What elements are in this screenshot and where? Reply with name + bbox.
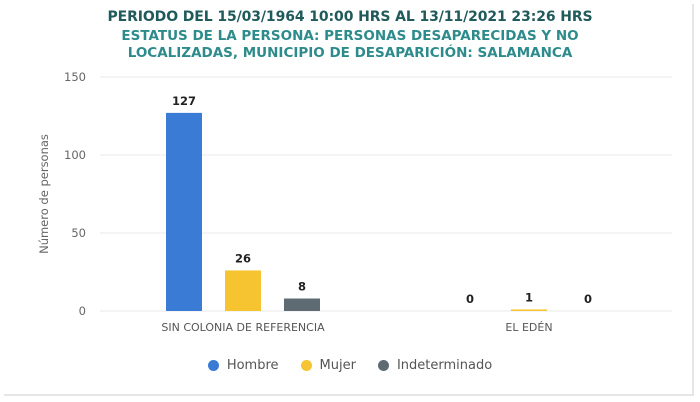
legend-swatch-mujer xyxy=(300,360,312,371)
chart-title: PERIODO DEL 15/03/1964 10:00 HRS AL 13/1… xyxy=(107,9,593,25)
data-label: 0 xyxy=(584,292,592,306)
data-label: 8 xyxy=(298,280,306,294)
y-tick-label: 100 xyxy=(64,148,86,162)
y-tick-label: 0 xyxy=(79,304,86,318)
chart-subtitle-line1: ESTATUS DE LA PERSONA: PERSONAS DESAPARE… xyxy=(121,28,579,44)
y-axis-label: Número de personas xyxy=(37,134,51,254)
bar-mujer-2 xyxy=(511,309,547,311)
x-tick-label: SIN COLONIA DE REFERENCIA xyxy=(161,321,325,334)
legend-label-indeterminado: Indeterminado xyxy=(396,358,493,373)
data-label: 127 xyxy=(172,94,196,108)
legend-swatch-indeterminado xyxy=(377,360,389,371)
legend: Hombre Mujer Indeterminado xyxy=(0,358,700,373)
y-tick-label: 50 xyxy=(71,226,86,240)
legend-label-mujer: Mujer xyxy=(319,358,356,373)
legend-item-mujer[interactable]: Mujer xyxy=(300,358,356,373)
data-label: 1 xyxy=(525,290,533,304)
y-tick-label: 150 xyxy=(64,70,86,84)
x-tick-label: EL EDÉN xyxy=(505,321,552,334)
chart-subtitle-line2: LOCALIZADAS, MUNICIPIO DE DESAPARICIÓN: … xyxy=(127,45,573,61)
data-label: 26 xyxy=(235,251,251,265)
chart-card xyxy=(4,4,694,396)
legend-item-indeterminado[interactable]: Indeterminado xyxy=(377,358,493,373)
bar-hombre-1 xyxy=(166,112,202,311)
bar-indeterminado-1 xyxy=(284,298,320,311)
data-label: 0 xyxy=(466,292,474,306)
legend-label-hombre: Hombre xyxy=(226,358,279,373)
bar-mujer-1 xyxy=(225,270,261,311)
chart-subtitle: ESTATUS DE LA PERSONA: PERSONAS DESAPARE… xyxy=(0,28,700,62)
legend-swatch-hombre xyxy=(207,360,219,371)
legend-item-hombre[interactable]: Hombre xyxy=(207,358,279,373)
